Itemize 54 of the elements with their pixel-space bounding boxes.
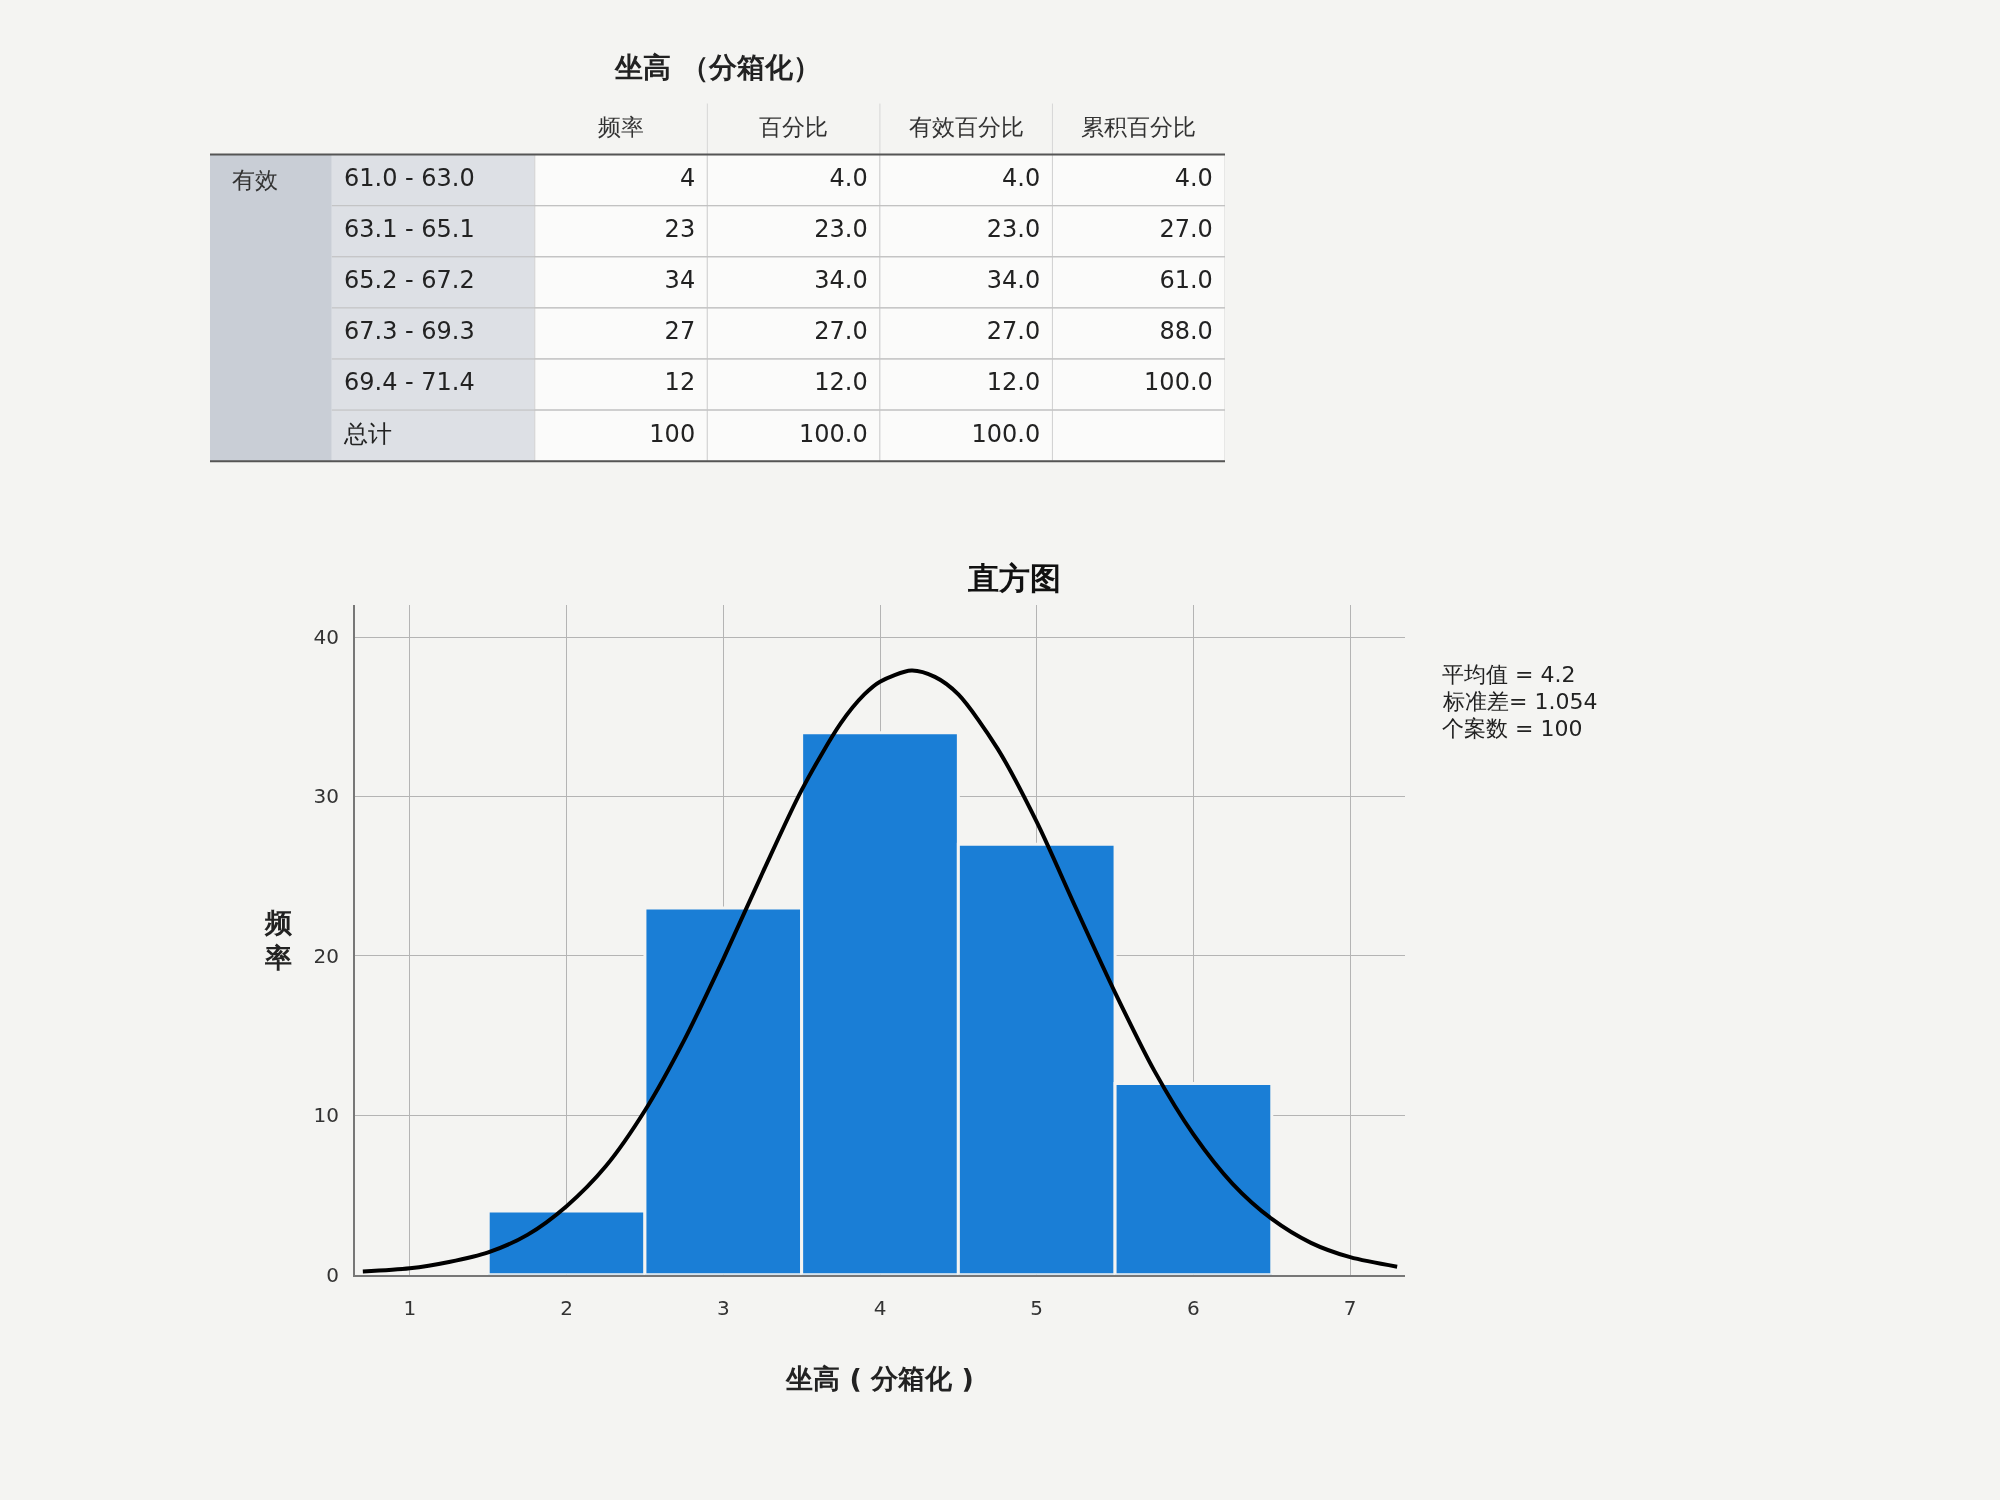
x-tick-label: 频率	[598, 114, 644, 140]
data-label: 4.0	[1174, 164, 1213, 193]
data-label: 34.0	[814, 266, 868, 295]
data-label: 27.0	[814, 317, 868, 346]
text: 有效	[232, 167, 278, 193]
chart-title: 坐高 （分箱化）	[614, 51, 821, 84]
data-label: 27	[664, 317, 696, 346]
y-tick-label: 30	[313, 784, 339, 809]
line-series	[360, 668, 1400, 1274]
data-label: 100	[649, 419, 696, 448]
data-label: 23.0	[814, 215, 868, 244]
data-label: 34	[664, 266, 696, 295]
x-tick-label: 百分比	[759, 114, 828, 140]
data-label: 23.0	[986, 215, 1041, 244]
x-tick-label: 2	[560, 1295, 573, 1320]
data-label: 4	[679, 164, 696, 193]
x-tick-label: 4	[873, 1295, 887, 1320]
y-tick-label: 65.2 - 67.2	[343, 266, 475, 295]
data-label: 61.0	[1159, 266, 1213, 295]
data-label: 100.0	[799, 419, 868, 448]
x-tick-label: 1	[403, 1295, 417, 1320]
x-tick-label: 累积百分比	[1081, 114, 1196, 140]
data-label: 34.0	[986, 266, 1041, 295]
data-label: 88.0	[1159, 317, 1213, 346]
x-tick-label: 5	[1030, 1295, 1044, 1320]
y-tick-label: 61.0 - 63.0	[343, 164, 475, 193]
text: 个案数 = 100	[1442, 716, 1583, 741]
text: 标准差= 1.054	[1442, 689, 1598, 714]
y-tick-label: 69.4 - 71.4	[343, 368, 475, 397]
data-label: 12.0	[814, 368, 868, 397]
x-tick-label: 6	[1187, 1295, 1200, 1320]
data-label: 4.0	[1002, 164, 1041, 193]
data-label: 27.0	[986, 317, 1041, 346]
data-label: 12	[664, 368, 696, 397]
data-label: 12.0	[986, 368, 1041, 397]
text: 平均值 = 4.2	[1442, 662, 1576, 687]
y-tick-label: 20	[313, 943, 339, 968]
data-label: 100.0	[971, 419, 1041, 448]
data-label: 27.0	[1159, 215, 1213, 244]
y-tick-label: 67.3 - 69.3	[343, 317, 475, 346]
y-tick-label: 10	[313, 1103, 339, 1128]
x-tick-label: 3	[716, 1295, 730, 1320]
y-tick-label: 63.1 - 65.1	[343, 215, 475, 244]
data-label: 100.0	[1144, 368, 1213, 397]
x-axis-title: 坐高 ( 分箱化 )	[785, 1362, 974, 1394]
chart-title: 直方图	[967, 560, 1061, 596]
y-tick-label: 40	[313, 625, 339, 650]
x-tick-label: 7	[1343, 1295, 1357, 1320]
data-label: 4.0	[829, 164, 868, 193]
x-tick-label: 有效百分比	[909, 114, 1024, 140]
y-axis-title: 频率	[264, 907, 293, 974]
data-label: 23	[664, 215, 696, 244]
y-tick-label: 0	[326, 1262, 339, 1287]
y-tick-label: 总计	[342, 419, 392, 448]
